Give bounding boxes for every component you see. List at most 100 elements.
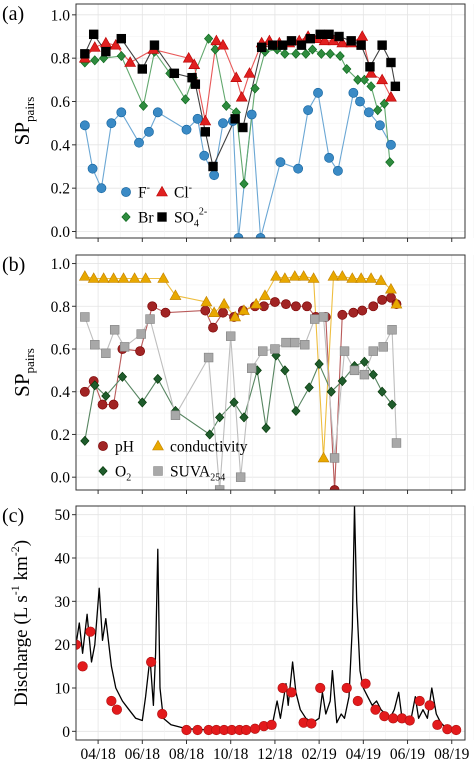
sample-point — [181, 724, 192, 736]
x-tick-label: 06/18 — [125, 746, 161, 763]
marker-conductivity — [169, 289, 182, 300]
marker-SO42- — [101, 46, 111, 57]
legend-label-main: pH — [115, 439, 134, 456]
sample-point — [277, 682, 288, 694]
sample-point — [286, 687, 297, 698]
y-tick-label: 0.2 — [51, 427, 70, 444]
sample-point — [266, 719, 277, 730]
marker-SO42- — [200, 127, 210, 137]
marker-conductivity — [139, 272, 152, 283]
marker-SUVA254 — [101, 348, 111, 358]
sample-point — [306, 718, 317, 729]
marker-O2 — [359, 356, 370, 367]
marker-Cl- — [318, 34, 331, 46]
marker-Cl- — [385, 90, 397, 102]
marker-O2 — [387, 399, 397, 410]
marker-SUVA254 — [368, 346, 378, 356]
y-tick-label: 30 — [55, 594, 71, 611]
x-axis-b — [97, 490, 453, 494]
marker-SUVA254 — [119, 342, 130, 352]
marker-conductivity — [107, 272, 120, 283]
legend-label-SO42-: SO42- — [174, 207, 207, 230]
marker-Br — [291, 48, 301, 59]
marker-SO42- — [88, 29, 99, 40]
sample-point — [146, 656, 157, 668]
marker-SUVA254 — [109, 325, 120, 335]
legend-label-sub: 2 — [126, 473, 131, 484]
marker-F- — [313, 87, 323, 98]
marker-Br — [99, 53, 109, 64]
y-axis-title-part: -1 — [8, 585, 22, 595]
marker-pH — [357, 305, 368, 316]
marker-conductivity — [375, 274, 387, 285]
y-axis-c: 0 10 20 30 40 50 — [55, 507, 76, 741]
panel-label-b: (b) — [2, 254, 25, 276]
marker-SUVA254 — [310, 314, 320, 324]
marker-pH — [160, 307, 171, 318]
y-axis-title-main: SP — [10, 122, 34, 145]
x-tick-label: 04/18 — [80, 746, 116, 763]
marker-conductivity — [307, 272, 320, 283]
marker-O2 — [229, 397, 239, 408]
marker-O2 — [215, 412, 225, 423]
marker-Br — [316, 48, 326, 59]
marker-conductivity — [317, 451, 330, 463]
marker-SO42- — [238, 122, 248, 133]
y-tick-label: 1.0 — [51, 7, 71, 24]
marker-SO42- — [305, 33, 315, 44]
series-markers-SO42- — [80, 29, 401, 172]
marker-SO42- — [208, 161, 218, 172]
marker-pH — [147, 301, 158, 312]
marker-SO42- — [390, 81, 401, 92]
y-tick-label: 40 — [55, 551, 71, 568]
marker-Cl- — [243, 67, 256, 78]
marker-F- — [96, 183, 107, 194]
marker-pH — [377, 294, 388, 305]
marker-Cl- — [99, 36, 112, 48]
legend-label-sub: 254 — [210, 473, 225, 484]
marker-pH — [291, 301, 301, 312]
marker-F- — [355, 96, 365, 107]
legend-label-pH: pH — [115, 439, 134, 456]
marker-O2 — [368, 369, 378, 380]
marker-SO42- — [256, 42, 267, 53]
marker-Cl- — [199, 114, 212, 126]
marker-Br — [250, 83, 260, 94]
y-axis-title-main: SP — [10, 373, 34, 396]
legend-marker-pH — [98, 441, 108, 451]
legend-label-main: SO — [174, 210, 194, 227]
plot-area-b — [78, 270, 403, 490]
y-tick-label: 0.4 — [51, 384, 71, 401]
marker-conductivity — [208, 306, 221, 317]
marker-SUVA254 — [145, 314, 155, 324]
y-tick-label: 0.2 — [51, 181, 70, 198]
sample-point — [157, 708, 168, 720]
x-tick-label: 10/18 — [213, 746, 249, 763]
marker-Br — [366, 81, 376, 92]
sample-point — [352, 695, 363, 707]
marker-F- — [375, 120, 385, 131]
legend-label-F-: F- — [138, 183, 150, 202]
marker-conductivity — [250, 297, 263, 309]
series-line-SUVA254 — [84, 316, 398, 490]
marker-SUVA254 — [339, 346, 350, 356]
marker-F- — [324, 152, 334, 163]
marker-O2 — [117, 371, 128, 382]
marker-F- — [181, 124, 192, 135]
marker-SO42- — [296, 40, 307, 50]
series-line-O2 — [84, 353, 393, 441]
marker-SUVA254 — [359, 369, 370, 380]
marker-Br — [138, 100, 149, 111]
legend-label-main: Cl — [174, 185, 189, 202]
marker-Br — [221, 100, 231, 111]
marker-F- — [192, 113, 203, 124]
panel-label-c: (c) — [2, 505, 24, 527]
marker-conductivity — [327, 270, 340, 281]
marker-Br — [307, 44, 318, 55]
legend-label-Br: Br — [138, 210, 154, 227]
y-tick-label: 0.6 — [51, 342, 71, 359]
marker-Cl- — [336, 36, 349, 48]
marker-conductivity — [270, 270, 282, 281]
marker-Br — [210, 44, 220, 55]
